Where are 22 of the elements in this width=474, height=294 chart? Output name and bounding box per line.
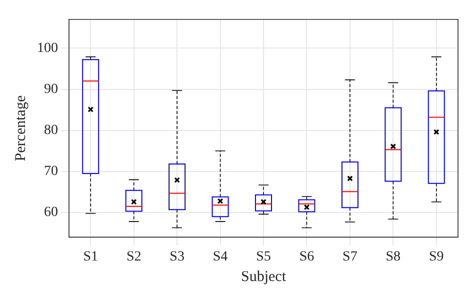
- x-tick-label: S8: [386, 249, 401, 264]
- point: [433, 129, 440, 135]
- y-tick-label: 60: [44, 205, 58, 220]
- y-axis-title: Percentage: [12, 95, 29, 162]
- x-axis-title: Subject: [241, 268, 287, 285]
- x-tick-label: S1: [83, 249, 98, 264]
- point: [217, 198, 224, 204]
- point: [88, 106, 94, 112]
- x-tick-label: S5: [256, 249, 271, 264]
- x-tick-label: S2: [126, 249, 142, 264]
- y-tick-label: 100: [37, 40, 58, 56]
- y-tick-label: 80: [44, 123, 58, 138]
- x-tick-label: S4: [212, 249, 228, 264]
- x-tick-label: S9: [428, 249, 444, 264]
- point: [390, 143, 396, 150]
- x-tick-label: S3: [170, 249, 184, 264]
- x-tick-label: S7: [342, 249, 358, 264]
- point: [174, 177, 180, 183]
- y-tick-label: 70: [44, 164, 58, 180]
- point: [347, 176, 353, 182]
- x-tick-label: S6: [299, 249, 314, 264]
- y-tick-label: 90: [44, 82, 58, 97]
